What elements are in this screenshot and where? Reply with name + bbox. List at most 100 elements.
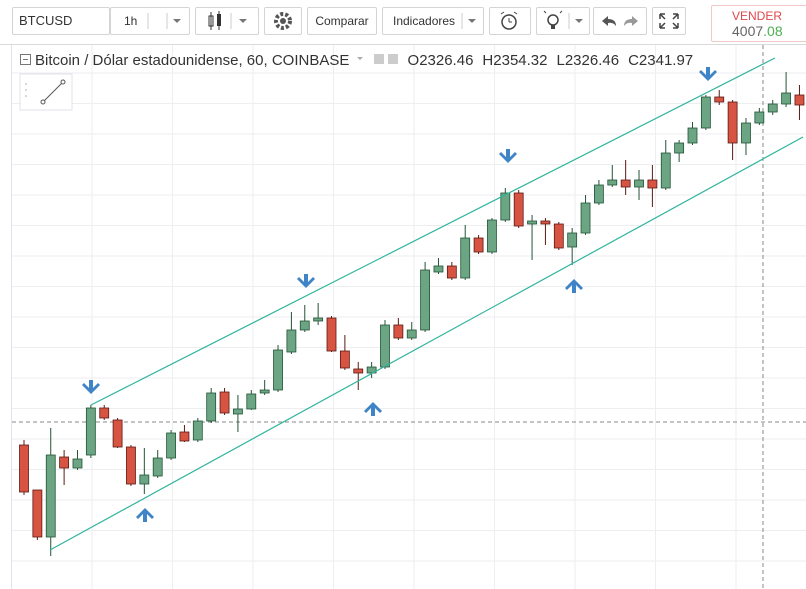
arrow-down: [82, 380, 100, 394]
alert-button[interactable]: [489, 7, 531, 35]
candle-body: [166, 432, 176, 459]
candle-body: [700, 96, 711, 129]
candle-body: [85, 407, 96, 456]
compare: Comparar: [315, 14, 369, 28]
candle-body: [714, 96, 725, 103]
sell-button[interactable]: VENDER 4007.08: [711, 5, 806, 42]
sell-price-fraction: .08: [763, 23, 783, 39]
symbol: BTCUSD: [19, 13, 73, 28]
candle-body: [473, 237, 484, 253]
candle-body: [794, 94, 805, 106]
interval-button[interactable]: 1h: [110, 7, 190, 35]
candle-body: [647, 179, 658, 189]
arrow-up: [565, 279, 583, 293]
legend: Bitcoin / Dólar estadounidense, 60, COIN…: [20, 52, 702, 69]
chart-style-button[interactable]: [195, 7, 259, 35]
candle-body: [286, 329, 297, 353]
compare-button[interactable]: Comparar: [307, 7, 377, 35]
candle-body: [139, 474, 150, 485]
candle-body: [233, 408, 243, 415]
channel-lower: [49, 136, 804, 551]
toolbar: BTCUSD 1h Comparar Indicadores VENDER: [0, 0, 806, 45]
fullscreen-button[interactable]: [652, 7, 686, 35]
symbol-input[interactable]: BTCUSD: [12, 7, 110, 35]
candle-body: [313, 317, 324, 322]
candle-body: [727, 101, 738, 144]
candle-body: [754, 111, 765, 124]
candle-body: [326, 317, 337, 352]
ideas-button[interactable]: [536, 7, 590, 35]
candle-body: [527, 220, 537, 225]
drawing-tool-icon: [25, 79, 66, 105]
arrow-up: [136, 508, 154, 522]
candle-body: [594, 184, 604, 204]
ohlc-item: L2326.46: [557, 52, 620, 69]
sell-label: VENDER: [732, 9, 783, 23]
indicators-dropdown: [461, 13, 476, 29]
undo-redo-buttons[interactable]: [593, 7, 647, 35]
candles-icon: [208, 11, 247, 30]
legend-icons: [356, 54, 398, 64]
candle-body: [406, 329, 417, 339]
candle-body: [19, 444, 29, 493]
settings-button[interactable]: [264, 7, 302, 35]
candle-body: [152, 457, 163, 477]
indicators: Indicadores: [393, 14, 456, 28]
candle-body: [59, 456, 70, 469]
candle-body: [540, 220, 551, 225]
candle-body: [460, 237, 471, 279]
candle-body: [580, 202, 591, 234]
arrow-down: [499, 149, 517, 163]
sell-price: 4007: [732, 23, 764, 39]
candle-body: [339, 350, 350, 369]
candle-body: [393, 324, 404, 339]
candle-body: [179, 431, 190, 442]
ohlc-value: 2354.32: [493, 52, 548, 69]
ohlc-value: 2341.97: [638, 52, 694, 69]
candle-body: [513, 192, 524, 227]
candle-body: [246, 393, 257, 410]
candle-body: [32, 489, 43, 538]
ohlc-item: O2326.46: [408, 52, 474, 69]
candle-body: [112, 419, 123, 448]
candle-body: [72, 458, 83, 469]
candle-body: [500, 192, 511, 221]
fullscreen-icon: [659, 13, 679, 29]
candle-body: [767, 103, 778, 113]
candle-body: [620, 179, 631, 188]
candle-body: [567, 232, 578, 248]
candle-body: [259, 389, 270, 394]
indicators-button[interactable]: Indicadores: [382, 7, 484, 35]
channel-upper: [90, 57, 776, 406]
arrow-down: [699, 67, 717, 81]
ohlc-label: L: [556, 52, 565, 69]
candles: [19, 72, 805, 556]
ohlc-label: C: [628, 52, 639, 69]
candle-body: [45, 454, 56, 538]
interval-dropdown: [147, 13, 181, 29]
collapse-icon: [20, 54, 31, 65]
candle-body: [219, 391, 230, 414]
candle-body: [273, 349, 283, 391]
ohlc-label: H: [482, 52, 494, 69]
ohlc-label: O: [407, 52, 420, 69]
chart: [12, 45, 806, 589]
candle-body: [446, 265, 457, 279]
interval: 1h: [124, 14, 138, 28]
candle-body: [487, 219, 497, 253]
candle-body: [687, 127, 698, 144]
arrows: [82, 67, 717, 522]
ohlc-item: C2341.97: [628, 52, 693, 69]
candle-body: [674, 142, 685, 154]
candle-body: [660, 152, 671, 189]
candle-body: [741, 122, 751, 144]
undo-redo-icons: [602, 16, 638, 26]
drawing-tool-box[interactable]: [19, 73, 73, 111]
candle-body: [553, 223, 564, 249]
candle-body: [192, 420, 203, 441]
gear-icon: [274, 12, 292, 30]
ohlc-value: 2326.46: [419, 52, 474, 69]
candle-body: [420, 269, 431, 331]
ohlc-value: 2326.46: [564, 52, 620, 69]
